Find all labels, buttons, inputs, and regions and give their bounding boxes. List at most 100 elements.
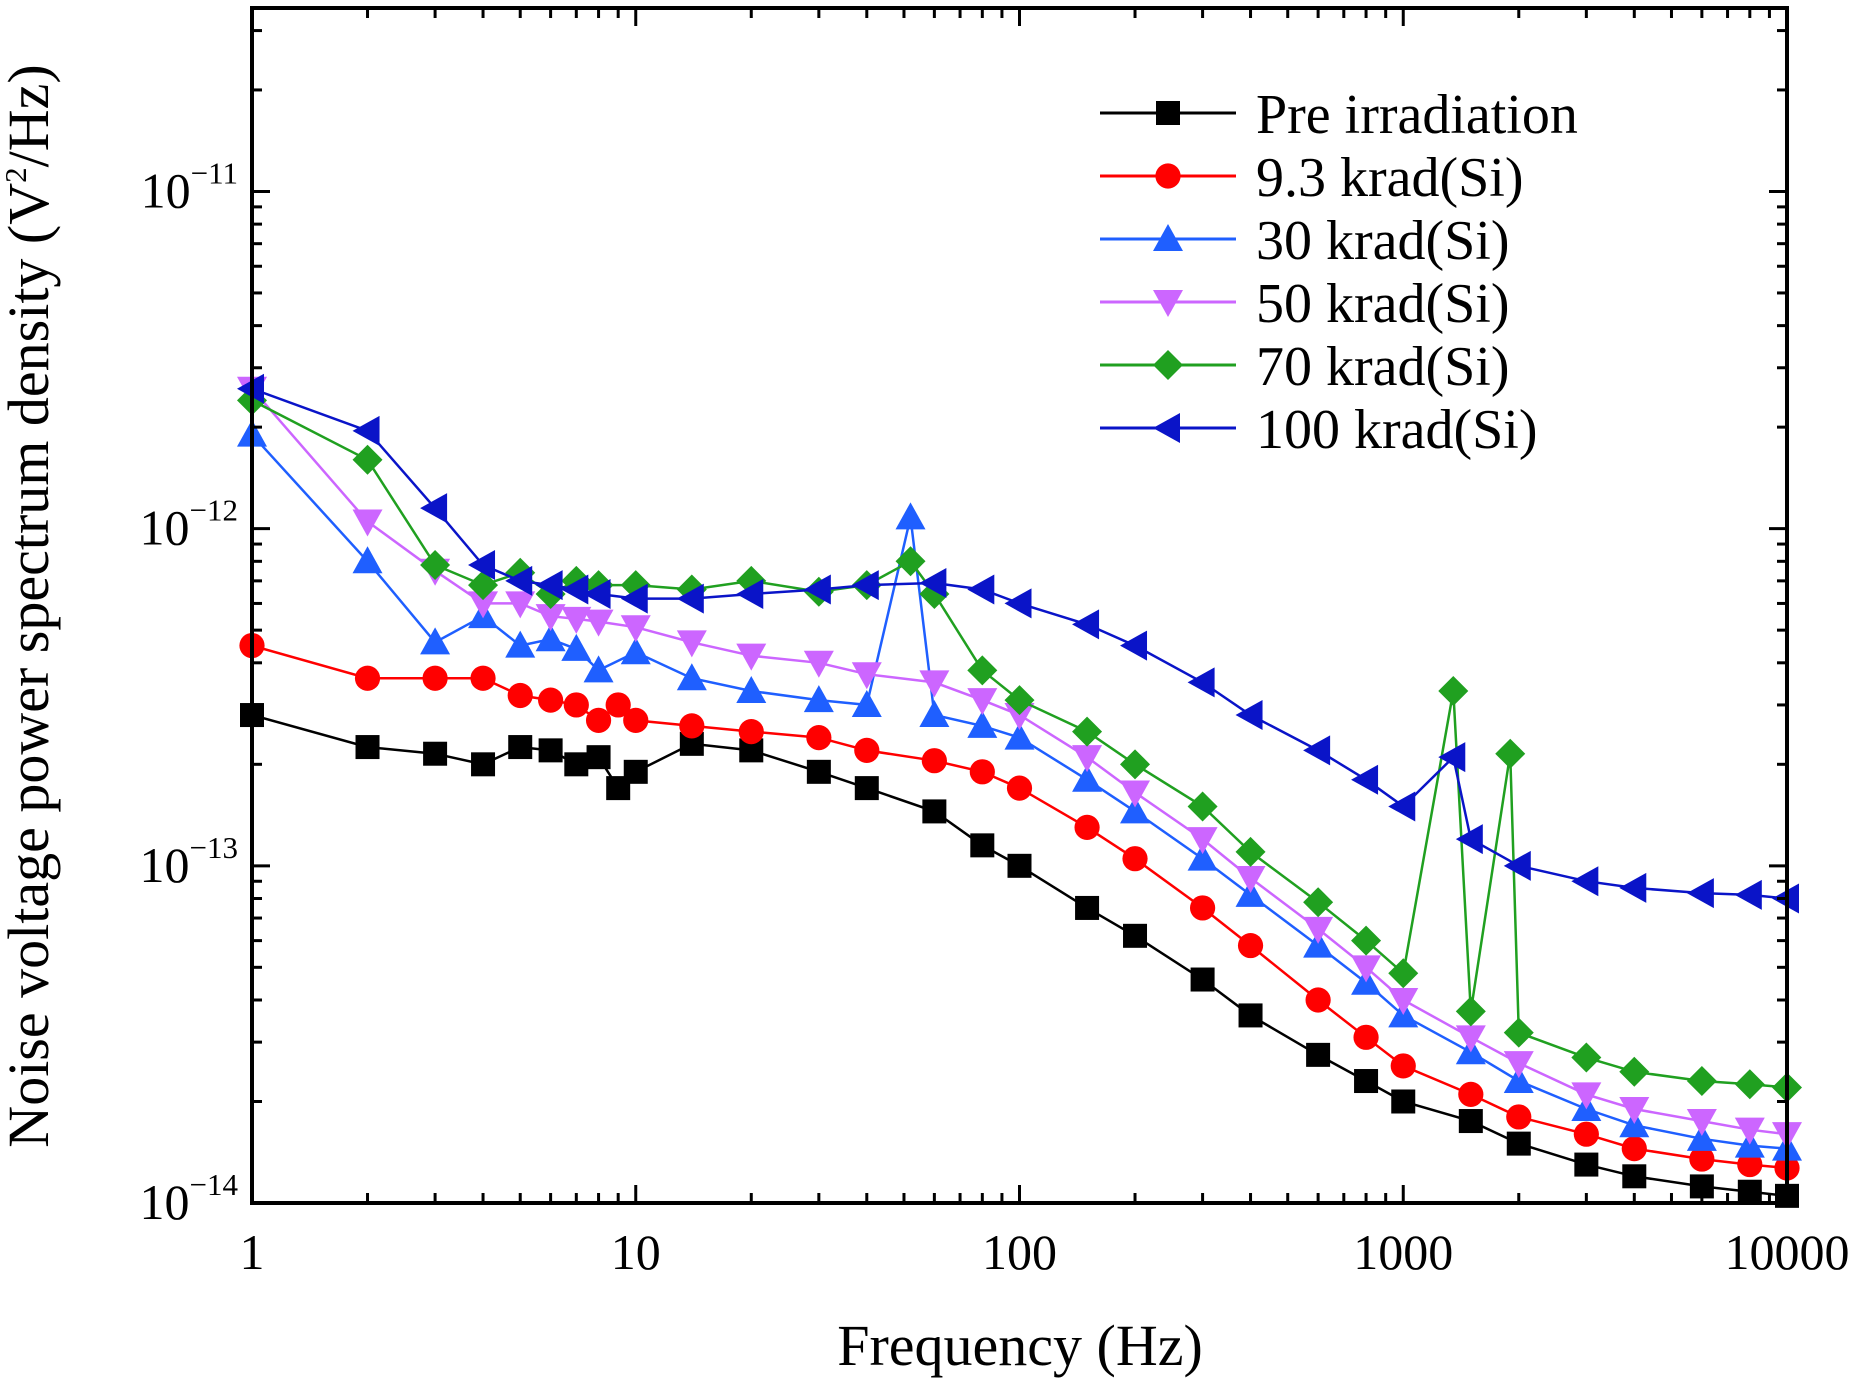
data-point [470, 665, 496, 691]
data-point [420, 627, 451, 655]
data-point [851, 689, 882, 717]
data-point [535, 604, 566, 632]
data-point [1120, 630, 1148, 661]
data-point [1235, 866, 1266, 894]
series-1 [240, 703, 1799, 1208]
legend-item: 70 krad(Si) [1100, 336, 1510, 398]
legend-item: 30 krad(Si) [1100, 210, 1510, 272]
data-point [1303, 930, 1334, 958]
data-point [1503, 850, 1531, 881]
data-point [561, 574, 589, 605]
data-point [851, 662, 882, 690]
data-point [679, 713, 705, 739]
data-point [583, 578, 611, 609]
data-point [1354, 1069, 1379, 1094]
data-point [1390, 1053, 1416, 1079]
data-point [561, 633, 592, 661]
x-tick-label: 1 [240, 1224, 265, 1280]
data-point [1072, 609, 1100, 640]
data-point [895, 502, 926, 530]
data-point [967, 688, 998, 716]
data-point [1689, 1146, 1715, 1172]
data-point [538, 687, 564, 713]
legend-marker [1155, 163, 1181, 189]
data-point [1686, 1109, 1717, 1137]
data-point [1123, 923, 1148, 948]
data-point [354, 665, 381, 691]
data-point [1621, 1135, 1647, 1162]
series-5 [237, 385, 1802, 1103]
data-point [583, 655, 614, 683]
data-point [1573, 1121, 1599, 1147]
data-point [420, 493, 448, 524]
data-point [803, 574, 831, 605]
data-point [1503, 1051, 1534, 1079]
data-point [1506, 1104, 1532, 1130]
data-point [1303, 887, 1334, 918]
data-point [676, 663, 707, 691]
data-point [1571, 866, 1599, 897]
data-point [1571, 1042, 1602, 1073]
data-point [1686, 878, 1714, 909]
data-point [1120, 780, 1151, 808]
data-point [1455, 1025, 1486, 1053]
data-point [806, 725, 832, 751]
data-point [1007, 853, 1032, 878]
data-point [1235, 879, 1266, 907]
tick-layer: 1 10 100 1000 10000 10−11 10−12 10−13 10−14 [140, 8, 1850, 1280]
data-point [352, 546, 383, 574]
y-tick-label: 10−14 [140, 1167, 239, 1230]
data-point [468, 591, 499, 619]
data-point [1235, 700, 1263, 731]
data-point [620, 637, 651, 665]
series-6 [237, 373, 1799, 914]
data-point [1619, 872, 1647, 903]
y-tick-label: 10−12 [140, 493, 238, 556]
data-point [355, 735, 380, 760]
legend-marker [1153, 290, 1183, 317]
data-point [561, 606, 592, 634]
data-point [1120, 749, 1151, 780]
data-point [1006, 775, 1033, 801]
x-tick-label: 10 [611, 1224, 661, 1280]
data-point [1734, 1117, 1765, 1145]
legend-item: 9.3 krad(Si) [1100, 147, 1524, 209]
data-point [969, 759, 995, 785]
data-point [505, 565, 533, 596]
data-point [586, 745, 611, 770]
data-point [422, 665, 448, 691]
data-point [919, 670, 950, 698]
data-point [623, 707, 649, 733]
data-point [738, 719, 764, 745]
data-point [352, 444, 383, 475]
series-layer [237, 373, 1802, 1208]
data-point [620, 615, 651, 643]
data-point [736, 578, 764, 609]
data-point [1074, 814, 1100, 840]
data-point [676, 583, 704, 614]
data-point [1388, 987, 1419, 1015]
data-point [676, 630, 707, 658]
data-point [803, 685, 834, 713]
data-point [1495, 738, 1526, 769]
data-point [505, 591, 536, 619]
legend-item: 50 krad(Si) [1100, 273, 1510, 335]
legend-item: 100 krad(Si) [1100, 399, 1538, 461]
data-point [352, 509, 383, 537]
data-point [1619, 1056, 1650, 1087]
data-point [1187, 667, 1215, 698]
data-point [1455, 824, 1483, 855]
data-point [1458, 1109, 1483, 1134]
data-point [1305, 987, 1331, 1013]
data-point [535, 570, 563, 601]
legend-marker [1153, 413, 1180, 443]
data-point [605, 692, 631, 718]
data-point [1075, 895, 1100, 920]
data-point [1503, 1066, 1534, 1094]
data-point [1353, 1024, 1379, 1050]
data-point [1571, 1082, 1602, 1110]
data-point [564, 752, 589, 777]
data-point [1237, 932, 1264, 959]
data-point [736, 675, 767, 703]
